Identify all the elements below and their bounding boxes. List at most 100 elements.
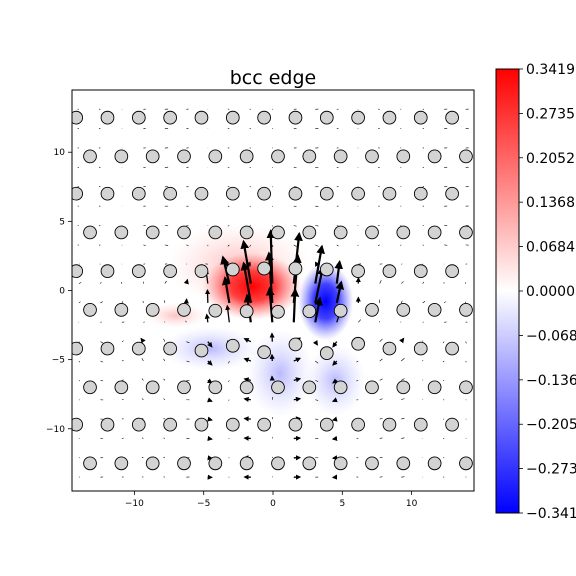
x-tick-label: 5 [339,499,345,509]
displacement-arrow [293,357,302,363]
atom-marker [351,186,365,201]
atom-marker [177,380,191,395]
displacement-arrow [401,281,404,284]
displacement-arrow [141,437,144,439]
displacement-arrow [207,397,213,403]
displacement-arrow [163,418,166,420]
colorbar-tick-label: 0.1368 [526,195,575,211]
atom-marker [177,456,191,471]
atom-marker [100,341,115,356]
atom-marker [477,342,490,355]
displacement-arrow [400,321,402,323]
atom-marker [351,336,365,351]
atom-marker [365,149,379,164]
atom-marker [194,417,209,432]
atom-marker [131,417,146,432]
atom-marker [427,456,442,471]
displacement-arrow [249,244,252,247]
y-axis: 10 5 0 −5 −10 [46,148,72,435]
atom-marker [145,456,160,471]
atom-marker [396,225,411,240]
displacement-arrow [315,360,319,364]
displacement-arrow [121,281,123,284]
displacement-arrow [141,417,144,420]
displacement-arrow [227,244,230,247]
atom-marker [177,225,191,240]
colorbar-tick-label: 0.0000 [526,284,575,300]
atom-marker [225,110,240,125]
displacement-arrow [442,341,445,344]
field-pale-positive [145,302,207,328]
atom-marker [413,110,428,125]
displacement-arrow [100,360,104,363]
atom-marker [83,456,97,471]
displacement-arrow [243,357,252,363]
displacement-arrow [379,358,383,362]
x-axis: −10 −5 0 5 10 [125,491,418,509]
displacement-arrow [121,340,124,342]
displacement-arrow [356,380,359,382]
displacement-arrow [163,378,166,381]
atom-marker [319,262,334,277]
atom-marker [382,341,397,356]
displacement-arrow [358,319,362,323]
displacement-arrow [164,244,169,246]
displacement-arrow [293,225,297,227]
displacement-arrow [243,338,252,343]
atom-marker [396,380,411,395]
atom-marker [351,110,365,125]
y-tick-label: 10 [54,148,66,158]
displacement-arrow [399,337,405,344]
displacement-arrow [143,244,146,246]
atom-marker [239,225,254,240]
atom-marker [445,110,459,125]
atom-marker [413,341,428,356]
displacement-arrow [336,244,339,247]
atom-marker [477,418,490,431]
displacement-arrow [443,301,446,304]
atom-marker [131,186,146,201]
atom-marker [288,337,303,352]
atom-marker [131,341,146,356]
atom-marker [413,186,428,201]
atom-marker [288,417,303,432]
chart-title: bcc edge [230,67,317,89]
displacement-arrow [207,360,213,366]
atom-marker [365,225,379,240]
atom-marker [427,303,442,317]
atom-marker [413,417,428,432]
atom-marker [163,417,177,432]
atom-marker [271,225,285,240]
atom-marker [477,265,490,278]
field-pale-negative [304,344,366,417]
atom-marker [365,380,379,395]
atom-marker [459,456,473,471]
displacement-arrow [315,244,319,247]
field-pale-negative [162,326,260,371]
displacement-arrow [243,396,251,402]
atom-marker [257,186,271,201]
atom-marker [194,343,209,358]
colorbar-tick-label: −0.2735 [526,462,576,478]
atom-marker [163,110,177,125]
atom-marker [333,380,348,395]
atom-marker [131,264,146,278]
colorbar-tick-label: −0.0684 [526,328,576,344]
atom-marker [333,303,348,318]
atom-marker [302,304,317,319]
displacement-arrow [207,435,213,442]
displacement-arrow [163,338,166,342]
atom-marker [72,417,84,432]
y-tick-label: 0 [59,287,65,297]
atom-marker [351,417,365,432]
colorbar [495,68,520,514]
atom-marker [100,264,115,278]
displacement-arrow [315,380,319,382]
atom-marker [445,341,459,356]
atom-marker [163,341,177,356]
atom-marker [131,110,146,125]
displacement-arrow [401,378,405,381]
colorbar-tick-label: 0.3419 [526,62,575,78]
atom-marker [114,225,129,240]
